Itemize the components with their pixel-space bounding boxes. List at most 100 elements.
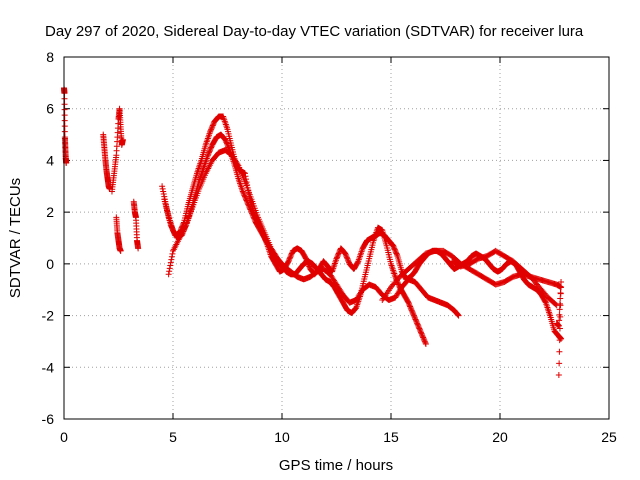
data-point — [344, 255, 351, 262]
data-point — [166, 265, 173, 272]
data-point — [414, 320, 421, 327]
data-point — [160, 191, 167, 198]
data-point — [557, 284, 564, 291]
y-axis-label: SDTVAR / TECUs — [7, 178, 24, 298]
data-point — [225, 143, 232, 150]
data-point — [240, 191, 247, 198]
x-axis-label: GPS time / hours — [279, 457, 393, 474]
series-early-arc-2 — [108, 105, 126, 195]
data-point — [208, 125, 215, 132]
data-point — [343, 254, 350, 261]
data-point — [250, 213, 257, 220]
data-point — [207, 127, 214, 134]
data-point — [251, 215, 258, 222]
series-arc-d — [379, 247, 565, 304]
data-point — [168, 256, 175, 263]
data-point — [556, 348, 563, 355]
data-point — [61, 112, 68, 119]
grid — [64, 57, 609, 419]
data-point — [558, 278, 565, 285]
x-tick-label: 15 — [383, 429, 399, 445]
data-point — [240, 189, 247, 196]
data-point — [167, 259, 174, 266]
data-point — [354, 259, 361, 266]
data-point — [205, 150, 212, 157]
series-arc-a — [159, 113, 565, 342]
data-point — [241, 192, 248, 199]
data-point — [209, 122, 216, 129]
y-tick-label: -4 — [42, 359, 55, 375]
data-point — [392, 247, 399, 254]
data-point — [418, 330, 425, 337]
data-point — [167, 262, 174, 269]
series-arc-e — [449, 247, 560, 309]
y-tick-label: 2 — [46, 204, 54, 220]
data-point — [556, 317, 563, 324]
data-point — [234, 161, 241, 168]
data-point — [393, 250, 400, 257]
data-point — [409, 309, 416, 316]
data-point — [411, 315, 418, 322]
data-point — [556, 325, 563, 332]
data-point — [334, 254, 341, 261]
x-tick-label: 10 — [274, 429, 290, 445]
data-point — [117, 247, 124, 254]
data-point — [412, 316, 419, 323]
y-tick-label: 6 — [46, 101, 54, 117]
data-point — [288, 251, 295, 258]
data-point — [409, 308, 416, 315]
data-point — [411, 313, 418, 320]
data-point — [391, 246, 398, 253]
x-tick-label: 0 — [60, 429, 68, 445]
data-point — [223, 139, 230, 146]
x-tick-label: 5 — [169, 429, 177, 445]
series-arc-c — [165, 147, 462, 319]
data-point — [556, 337, 563, 344]
data-point — [241, 193, 248, 200]
data-point — [287, 253, 294, 260]
data-point — [405, 300, 412, 307]
data-point — [245, 201, 252, 208]
data-point — [207, 147, 214, 154]
data-point — [422, 339, 429, 346]
data-point — [414, 321, 421, 328]
data-point — [208, 144, 215, 151]
data-point — [406, 302, 413, 309]
x-tick-label: 25 — [601, 429, 617, 445]
data-point — [61, 128, 68, 135]
series-early-arc-3 — [113, 214, 124, 254]
data-point — [61, 117, 68, 124]
series-late-points — [553, 278, 565, 379]
data-point — [342, 250, 349, 257]
data-point — [557, 313, 564, 320]
data-point — [243, 196, 250, 203]
data-point — [286, 256, 293, 263]
data-point — [246, 203, 253, 210]
data-point — [455, 311, 462, 318]
data-point — [119, 136, 126, 143]
data-point — [61, 106, 68, 113]
data-point — [407, 303, 414, 310]
data-point — [243, 197, 250, 204]
data-point — [251, 216, 258, 223]
data-point — [345, 258, 352, 265]
data-point — [207, 128, 214, 135]
data-point — [415, 324, 422, 331]
data-point — [335, 250, 342, 257]
data-point — [135, 245, 142, 252]
data-point — [209, 123, 216, 130]
data-point — [168, 253, 175, 260]
data-point — [334, 253, 341, 260]
data-point — [247, 206, 254, 213]
data-point — [416, 325, 423, 332]
data-point — [222, 136, 229, 143]
y-tick-label: 8 — [46, 49, 54, 65]
data-point — [408, 307, 415, 314]
data-point — [413, 317, 420, 324]
data-point — [555, 322, 562, 329]
data-point — [343, 253, 350, 260]
data-point — [413, 319, 420, 326]
plot-frame — [63, 56, 610, 420]
data-point — [557, 290, 564, 297]
data-point — [555, 372, 562, 379]
